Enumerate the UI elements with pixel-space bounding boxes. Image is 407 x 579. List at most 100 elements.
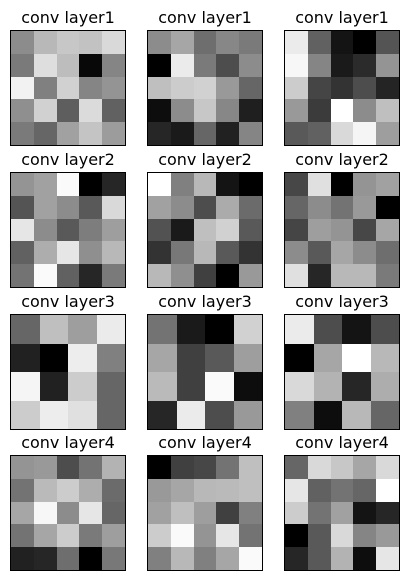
heatmap-cell bbox=[285, 241, 308, 264]
heatmap-cell bbox=[57, 173, 79, 196]
heatmap-cell bbox=[376, 99, 399, 122]
heatmap-cell bbox=[285, 122, 308, 145]
heatmap-cell bbox=[171, 219, 194, 241]
heatmap-cell bbox=[102, 479, 125, 502]
heatmap-cell bbox=[171, 241, 194, 264]
heatmap-cell bbox=[148, 401, 177, 429]
heatmap-cell bbox=[102, 547, 125, 570]
heatmap-cell bbox=[177, 344, 205, 372]
heatmap-cell bbox=[148, 54, 171, 77]
heatmap-cell bbox=[285, 99, 308, 122]
heatmap-cell bbox=[57, 77, 79, 99]
heatmap-cell bbox=[216, 502, 239, 524]
heatmap-cell bbox=[285, 196, 308, 219]
heatmap-cell bbox=[285, 77, 308, 99]
heatmap-cell bbox=[205, 401, 234, 429]
heatmap-cell bbox=[234, 401, 262, 429]
heatmap-panel bbox=[147, 455, 263, 571]
heatmap-panel bbox=[284, 314, 400, 430]
heatmap-cell bbox=[308, 241, 331, 264]
heatmap-cell bbox=[102, 31, 125, 54]
heatmap-cell bbox=[308, 54, 331, 77]
heatmap-cell bbox=[239, 54, 262, 77]
heatmap-cell bbox=[11, 401, 40, 429]
heatmap-cell bbox=[68, 401, 97, 429]
heatmap-cell bbox=[314, 344, 342, 372]
heatmap-cell bbox=[376, 479, 399, 502]
heatmap-cell bbox=[34, 122, 57, 145]
heatmap-cell bbox=[34, 524, 57, 547]
heatmap-cell bbox=[34, 196, 57, 219]
heatmap-cell bbox=[97, 401, 125, 429]
heatmap-cell bbox=[79, 77, 102, 99]
heatmap-cell bbox=[285, 173, 308, 196]
heatmap-cell bbox=[314, 372, 342, 401]
heatmap-cell bbox=[353, 264, 376, 287]
heatmap-cell bbox=[194, 264, 216, 287]
heatmap-cell bbox=[11, 99, 34, 122]
heatmap-cell bbox=[194, 502, 216, 524]
heatmap-cell bbox=[11, 31, 34, 54]
heatmap-cell bbox=[148, 372, 177, 401]
heatmap-cell bbox=[171, 196, 194, 219]
heatmap-cell bbox=[234, 372, 262, 401]
heatmap-panel bbox=[147, 30, 263, 146]
heatmap-cell bbox=[331, 547, 353, 570]
heatmap-cell bbox=[79, 524, 102, 547]
heatmap-cell bbox=[34, 173, 57, 196]
heatmap-cell bbox=[353, 54, 376, 77]
panel-title: conv layer4 bbox=[295, 433, 389, 452]
heatmap-cell bbox=[239, 122, 262, 145]
heatmap-cell bbox=[331, 31, 353, 54]
heatmap-cell bbox=[34, 241, 57, 264]
heatmap-cell bbox=[57, 502, 79, 524]
heatmap-cell bbox=[371, 315, 399, 344]
heatmap-cell bbox=[148, 524, 171, 547]
heatmap-cell bbox=[40, 401, 68, 429]
heatmap-cell bbox=[331, 54, 353, 77]
heatmap-cell bbox=[34, 547, 57, 570]
panel-title: conv layer2 bbox=[295, 150, 389, 169]
heatmap-cell bbox=[79, 99, 102, 122]
heatmap-cell bbox=[79, 54, 102, 77]
heatmap-cell bbox=[314, 315, 342, 344]
heatmap-cell bbox=[194, 122, 216, 145]
heatmap-cell bbox=[285, 502, 308, 524]
heatmap-cell bbox=[148, 99, 171, 122]
heatmap-cell bbox=[194, 524, 216, 547]
heatmap-cell bbox=[11, 196, 34, 219]
heatmap-cell bbox=[353, 241, 376, 264]
heatmap-cell bbox=[376, 122, 399, 145]
heatmap-cell bbox=[353, 219, 376, 241]
heatmap-cell bbox=[216, 122, 239, 145]
heatmap-cell bbox=[57, 54, 79, 77]
heatmap-cell bbox=[148, 122, 171, 145]
heatmap-cell bbox=[285, 524, 308, 547]
panel-title: conv layer4 bbox=[21, 433, 115, 452]
heatmap-cell bbox=[57, 547, 79, 570]
heatmap-cell bbox=[171, 502, 194, 524]
heatmap-cell bbox=[11, 502, 34, 524]
heatmap-cell bbox=[308, 547, 331, 570]
heatmap-cell bbox=[11, 456, 34, 479]
heatmap-cell bbox=[57, 196, 79, 219]
heatmap-cell bbox=[102, 524, 125, 547]
heatmap-cell bbox=[216, 196, 239, 219]
heatmap-cell bbox=[331, 524, 353, 547]
heatmap-cell bbox=[171, 479, 194, 502]
heatmap-cell bbox=[308, 524, 331, 547]
heatmap-cell bbox=[57, 241, 79, 264]
heatmap-cell bbox=[57, 31, 79, 54]
heatmap-cell bbox=[331, 196, 353, 219]
heatmap-cell bbox=[11, 547, 34, 570]
heatmap-cell bbox=[353, 99, 376, 122]
heatmap-cell bbox=[102, 502, 125, 524]
heatmap-cell bbox=[11, 315, 40, 344]
heatmap-cell bbox=[68, 315, 97, 344]
heatmap-cell bbox=[342, 315, 371, 344]
heatmap-cell bbox=[205, 315, 234, 344]
heatmap-cell bbox=[40, 372, 68, 401]
heatmap-cell bbox=[239, 77, 262, 99]
heatmap-cell bbox=[353, 456, 376, 479]
heatmap-cell bbox=[376, 547, 399, 570]
